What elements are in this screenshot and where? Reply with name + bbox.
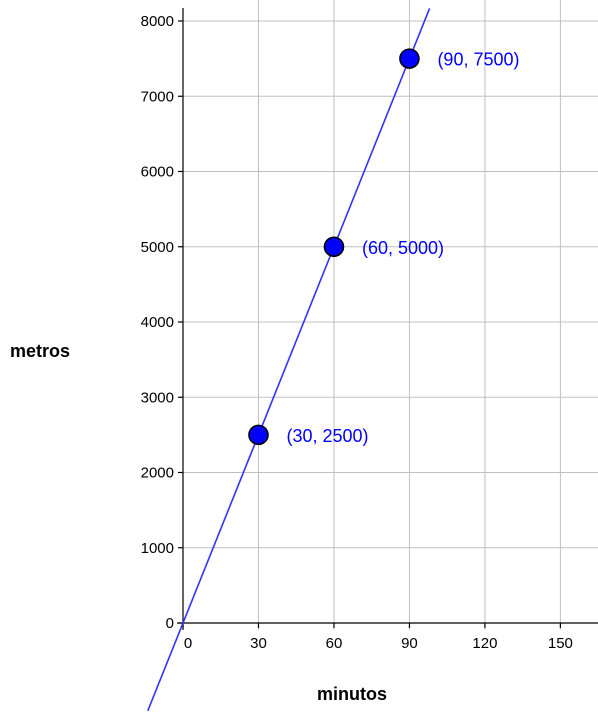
x-tick-label: 150: [548, 635, 573, 652]
data-point: [248, 424, 269, 446]
data-point-label: (90, 7500): [437, 50, 519, 70]
series-line-group: [147, 8, 431, 712]
axes: [177, 8, 598, 630]
x-tick-label: 0: [184, 635, 192, 652]
tick-labels: 0 1000 2000 3000 4000 5000 6000 7000 8000 0 30 60 90…: [141, 13, 573, 652]
series-line: [147, 8, 431, 712]
x-tick-label: 90: [401, 635, 418, 652]
data-point: [323, 236, 345, 258]
x-axis-title: minutos: [317, 684, 387, 704]
y-tick-label: 0: [166, 615, 174, 632]
data-labels: (30, 2500) (60, 5000) (90, 7500): [286, 50, 519, 446]
y-tick-label: 4000: [141, 314, 174, 331]
y-tick-label: 2000: [141, 465, 174, 482]
data-point: [399, 48, 420, 69]
y-axis-title: metros: [10, 341, 70, 361]
x-tick-label: 30: [250, 635, 267, 652]
y-tick-label: 3000: [141, 389, 174, 406]
y-tick-label: 7000: [141, 88, 174, 105]
x-tick-label: 60: [326, 635, 343, 652]
y-tick-label: 6000: [141, 164, 174, 181]
y-tick-label: 8000: [141, 13, 174, 30]
data-point-label: (30, 2500): [286, 426, 368, 446]
y-tick-label: 5000: [141, 239, 174, 256]
y-tick-label: 1000: [141, 540, 174, 557]
grid: [183, 0, 598, 630]
x-tick-label: 120: [472, 635, 497, 652]
data-point-label: (60, 5000): [362, 238, 444, 258]
data-points: [248, 48, 420, 446]
